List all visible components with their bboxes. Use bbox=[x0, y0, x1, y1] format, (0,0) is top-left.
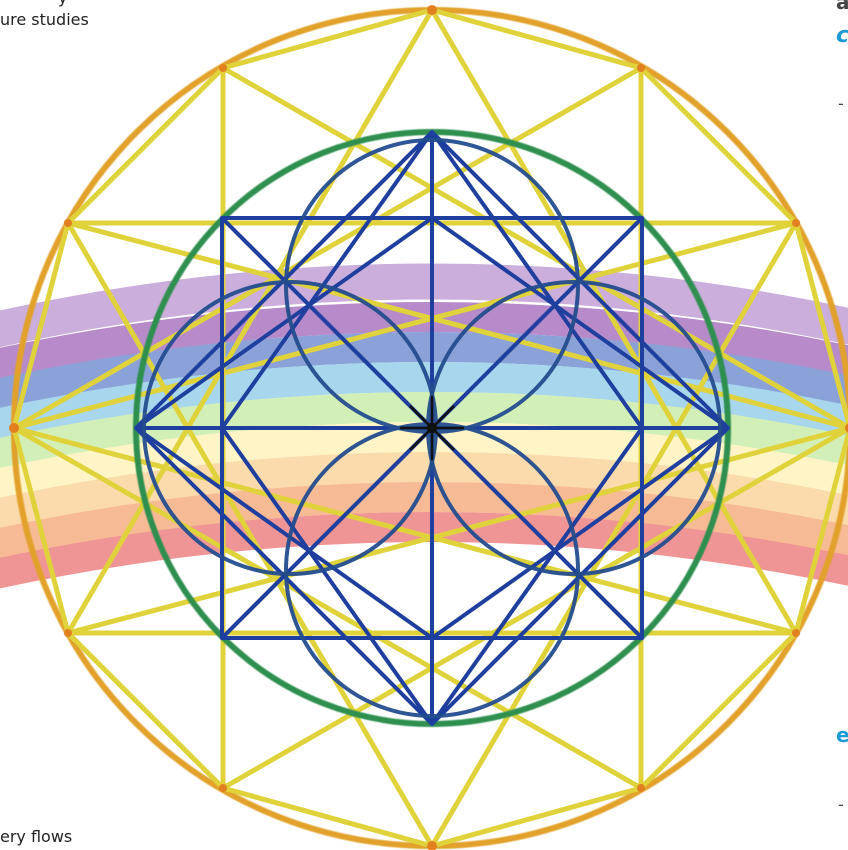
node-markers bbox=[9, 5, 848, 850]
fragment-right-4: e bbox=[836, 723, 848, 747]
fragment-bottom-left: ery flows bbox=[0, 827, 73, 846]
fragment-right-1: a bbox=[836, 0, 848, 14]
fragment-top-left: ure studies bbox=[0, 10, 89, 29]
center-core bbox=[400, 396, 464, 460]
fragment-right-3: - bbox=[838, 94, 844, 113]
fragment-top-left-partial: y bbox=[58, 0, 67, 8]
fragment-right-5: - bbox=[838, 795, 844, 814]
fragment-right-2: c bbox=[836, 23, 848, 48]
